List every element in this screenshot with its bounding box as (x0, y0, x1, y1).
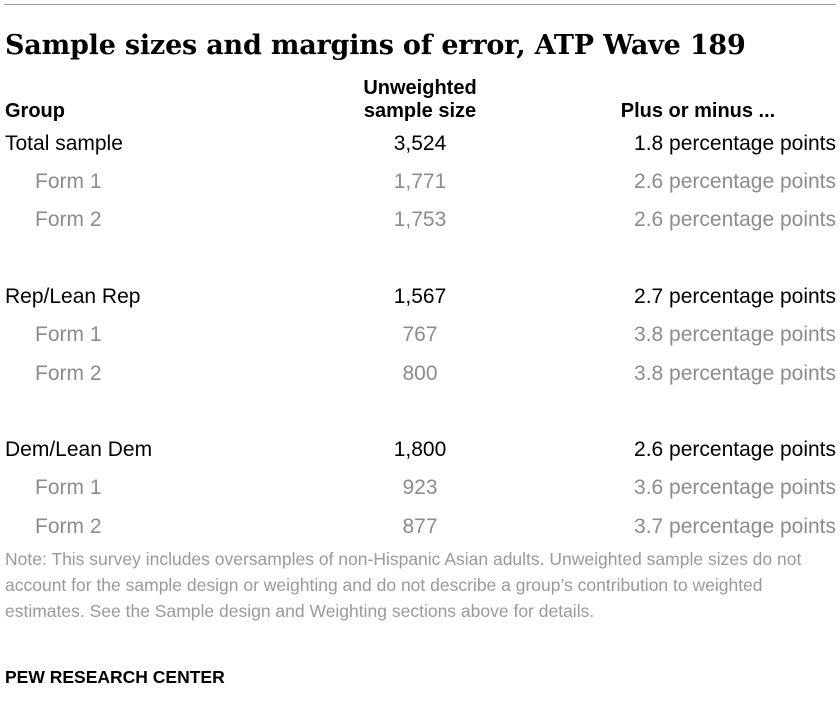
row-sample-size: 800 (402, 362, 438, 385)
table-row: Form 2 1,753 2.6 percentage points (0, 205, 840, 235)
header-sample-size-line1: Unweighted (363, 77, 477, 99)
row-sample-size: 877 (402, 515, 438, 538)
row-sample-size: 1,771 (393, 170, 447, 193)
row-sample-size: 923 (402, 476, 438, 499)
row-group: Form 2 (35, 362, 102, 385)
row-margin-of-error: 2.6 percentage points (634, 208, 836, 231)
table-row: Dem/Lean Dem 1,800 2.6 percentage points (0, 435, 840, 465)
row-group: Form 1 (35, 476, 102, 499)
row-margin-of-error: 1.8 percentage points (634, 132, 836, 155)
row-margin-of-error: 3.8 percentage points (634, 323, 836, 346)
table-row: Form 1 923 3.6 percentage points (0, 473, 840, 503)
header-sample-size-line2: sample size (363, 100, 477, 122)
row-sample-size: 1,753 (393, 208, 447, 231)
header-sample-size: Unweighted sample size (320, 77, 520, 123)
table-row: Rep/Lean Rep 1,567 2.7 percentage points (0, 282, 840, 312)
row-group: Form 1 (35, 323, 102, 346)
row-group: Form 1 (35, 170, 102, 193)
footnote: Note: This survey includes oversamples o… (5, 549, 802, 621)
table-row: Form 1 767 3.8 percentage points (0, 320, 840, 350)
row-margin-of-error: 3.6 percentage points (634, 476, 836, 499)
row-sample-size: 1,800 (393, 438, 447, 461)
row-sample-size: 1,567 (393, 285, 447, 308)
header-margin-of-error: Plus or minus ... (620, 100, 776, 122)
row-group: Total sample (5, 132, 123, 155)
table-row: Form 2 877 3.7 percentage points (0, 512, 840, 542)
row-group: Rep/Lean Rep (5, 285, 141, 308)
row-group: Form 2 (35, 515, 102, 538)
table-row: Form 1 1,771 2.6 percentage points (0, 167, 840, 197)
row-margin-of-error: 3.8 percentage points (634, 362, 836, 385)
row-margin-of-error: 2.6 percentage points (634, 438, 836, 461)
source-credit: PEW RESEARCH CENTER (5, 667, 225, 687)
row-margin-of-error: 2.7 percentage points (634, 285, 836, 308)
page-title: Sample sizes and margins of error, ATP W… (5, 30, 746, 61)
top-rule (4, 4, 836, 5)
table-row: Form 2 800 3.8 percentage points (0, 359, 840, 389)
row-margin-of-error: 2.6 percentage points (634, 170, 836, 193)
row-margin-of-error: 3.7 percentage points (634, 515, 836, 538)
row-sample-size: 767 (402, 323, 438, 346)
row-group: Form 2 (35, 208, 102, 231)
table-row: Total sample 3,524 1.8 percentage points (0, 129, 840, 159)
row-group: Dem/Lean Dem (5, 438, 153, 461)
header-group: Group (5, 100, 65, 122)
row-sample-size: 3,524 (393, 132, 447, 155)
